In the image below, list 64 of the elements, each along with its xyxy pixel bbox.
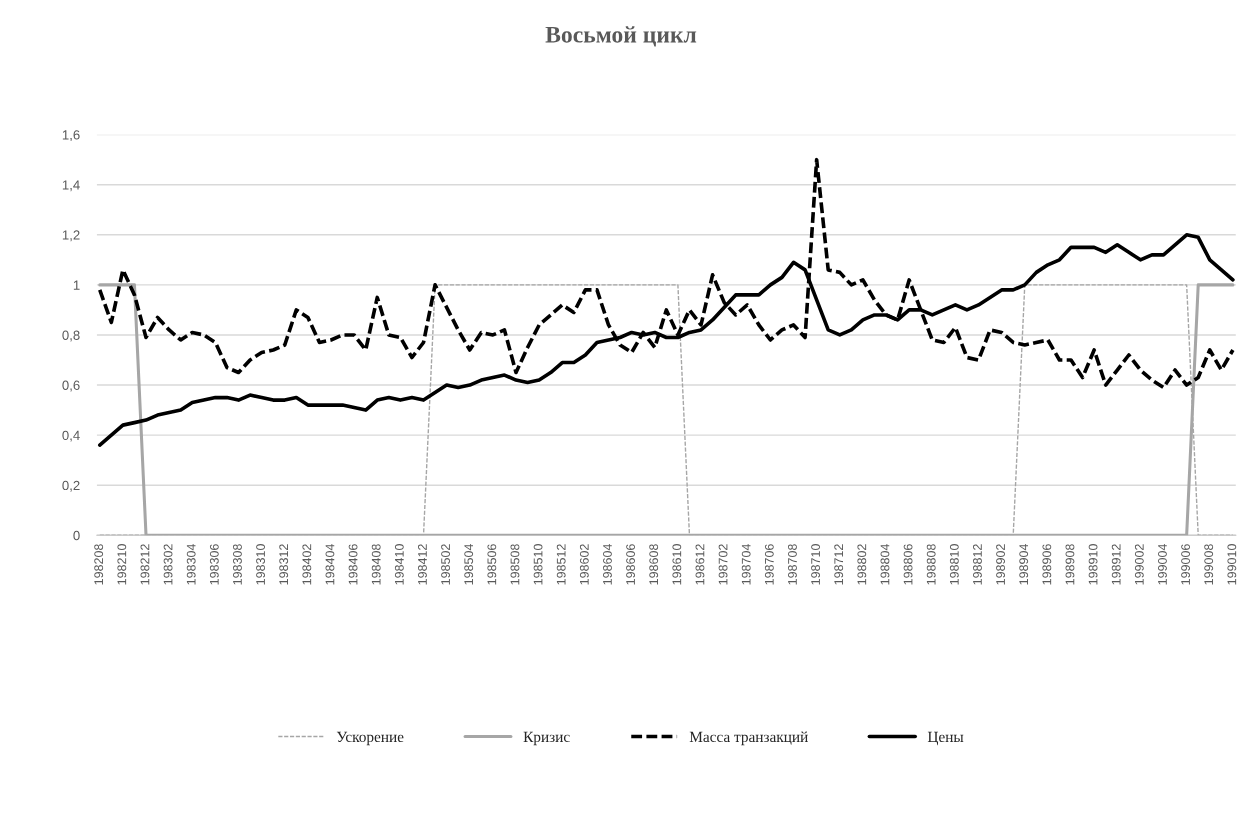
x-tick-label: 198212 xyxy=(140,544,150,585)
x-tick-label: 198908 xyxy=(1065,544,1075,585)
x-tick-label: 198504 xyxy=(464,543,474,585)
x-tick-label: 198712 xyxy=(834,544,844,585)
x-tick-label: 198608 xyxy=(649,544,659,585)
x-tick-label: 198610 xyxy=(672,544,682,585)
x-tick-label: 198208 xyxy=(94,544,104,585)
x-tick-label: 198612 xyxy=(695,544,705,585)
x-tick-label: 198308 xyxy=(233,544,242,585)
x-tick-label: 199008 xyxy=(1204,544,1214,585)
x-tick-label: 198306 xyxy=(209,544,219,585)
x-tick-label: 198602 xyxy=(579,544,589,585)
y-tick-label: 0,4 xyxy=(62,430,80,442)
x-tick-label: 198910 xyxy=(1088,544,1098,585)
y-tick-label: 1 xyxy=(73,280,80,290)
x-tick-label: 198310 xyxy=(256,544,265,585)
x-tick-label: 199010 xyxy=(1227,544,1237,585)
legend-label: Масса транзакций xyxy=(689,731,808,746)
x-tick-label: 198312 xyxy=(279,544,289,585)
x-tick-label: 198808 xyxy=(926,544,936,585)
y-tick-label: 0,2 xyxy=(62,480,80,492)
legend-label: Кризис xyxy=(523,731,570,746)
x-tick-label: 198604 xyxy=(603,543,612,585)
y-tick-label: 0,6 xyxy=(62,380,80,392)
x-tick-label: 198706 xyxy=(764,544,774,585)
x-tick-label: 198510 xyxy=(533,544,543,585)
x-tick-label: 199004 xyxy=(1158,543,1167,585)
y-tick-label: 1,2 xyxy=(62,230,80,242)
y-tick-label: 1,4 xyxy=(62,180,80,192)
x-tick-label: 198812 xyxy=(973,544,982,585)
x-tick-label: 198804 xyxy=(880,543,890,585)
x-tick-label: 198404 xyxy=(325,543,335,585)
x-tick-label: 198502 xyxy=(441,544,450,585)
y-tick-label: 1,6 xyxy=(62,130,80,142)
x-tick-label: 198302 xyxy=(163,544,173,585)
legend-label: Ускорение xyxy=(336,731,404,746)
chart-title: Восьмой цикл xyxy=(545,26,697,47)
x-tick-label: 198710 xyxy=(811,544,820,585)
x-tick-label: 198402 xyxy=(302,544,312,585)
y-tick-label: 0 xyxy=(73,530,80,541)
x-tick-label: 198410 xyxy=(394,544,404,585)
y-tick-label: 0,8 xyxy=(62,330,80,342)
x-tick-label: 198806 xyxy=(903,544,913,585)
x-tick-label: 198810 xyxy=(949,544,959,585)
x-tick-label: 198704 xyxy=(741,543,751,585)
x-tick-label: 198508 xyxy=(510,544,520,585)
x-tick-label: 198210 xyxy=(117,544,127,585)
x-tick-label: 199002 xyxy=(1134,544,1144,585)
x-tick-label: 198702 xyxy=(718,544,728,585)
x-tick-label: 198906 xyxy=(1042,544,1052,585)
x-tick-label: 199006 xyxy=(1181,544,1190,585)
legend-label: Цены xyxy=(927,731,964,746)
x-tick-label: 198506 xyxy=(487,544,497,585)
x-tick-label: 198512 xyxy=(556,544,566,585)
x-tick-label: 198606 xyxy=(626,544,635,585)
x-tick-label: 198902 xyxy=(996,544,1005,585)
x-tick-label: 198406 xyxy=(348,544,358,585)
x-tick-label: 198904 xyxy=(1019,543,1029,585)
x-tick-label: 198802 xyxy=(857,544,867,585)
x-tick-label: 198412 xyxy=(418,544,427,585)
x-tick-label: 198304 xyxy=(186,543,196,585)
x-tick-label: 198708 xyxy=(788,544,797,585)
x-tick-label: 198912 xyxy=(1111,544,1121,585)
x-tick-label: 198408 xyxy=(371,544,381,585)
